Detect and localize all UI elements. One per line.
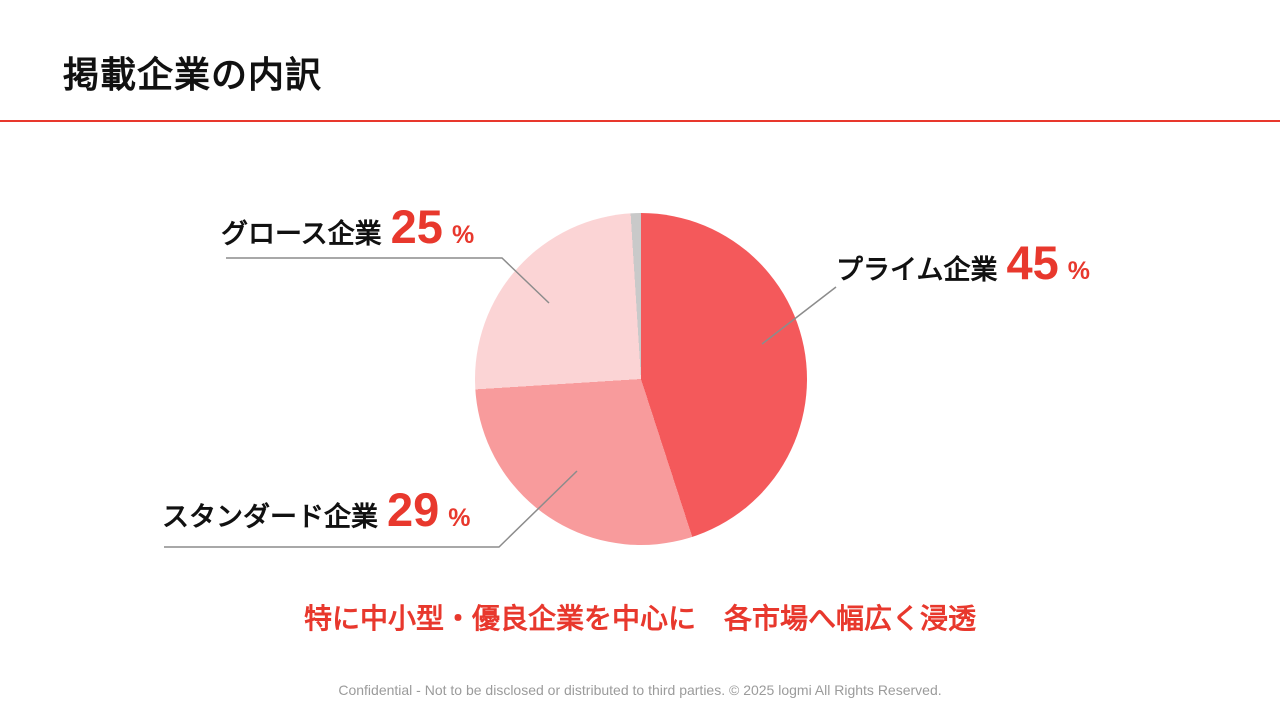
callout-standard: スタンダード企業 29 %	[162, 486, 471, 534]
callout-standard-value: 29	[387, 483, 440, 536]
callout-prime-label: プライム企業	[836, 255, 998, 285]
callout-prime-unit: %	[1067, 257, 1090, 285]
callout-growth-label: グロース企業	[221, 219, 382, 249]
callout-growth-unit: %	[451, 221, 475, 249]
key-message: 特に中小型・優良企業を中心に 各市場へ幅広く浸透	[303, 603, 976, 634]
title-divider	[0, 120, 1280, 122]
footer-confidentiality-note: Confidential - Not to be disclosed or di…	[338, 682, 942, 698]
callout-prime-value: 45	[1006, 236, 1059, 289]
pie-chart	[475, 213, 807, 545]
page-title: 掲載企業の内訳	[63, 54, 323, 95]
callout-prime: プライム企業 45 %	[836, 239, 1090, 287]
callout-growth-value: 25	[390, 200, 443, 253]
callout-standard-label: スタンダード企業	[162, 502, 378, 532]
callout-standard-unit: %	[448, 504, 471, 532]
callout-growth: グロース企業 25 %	[221, 203, 474, 251]
